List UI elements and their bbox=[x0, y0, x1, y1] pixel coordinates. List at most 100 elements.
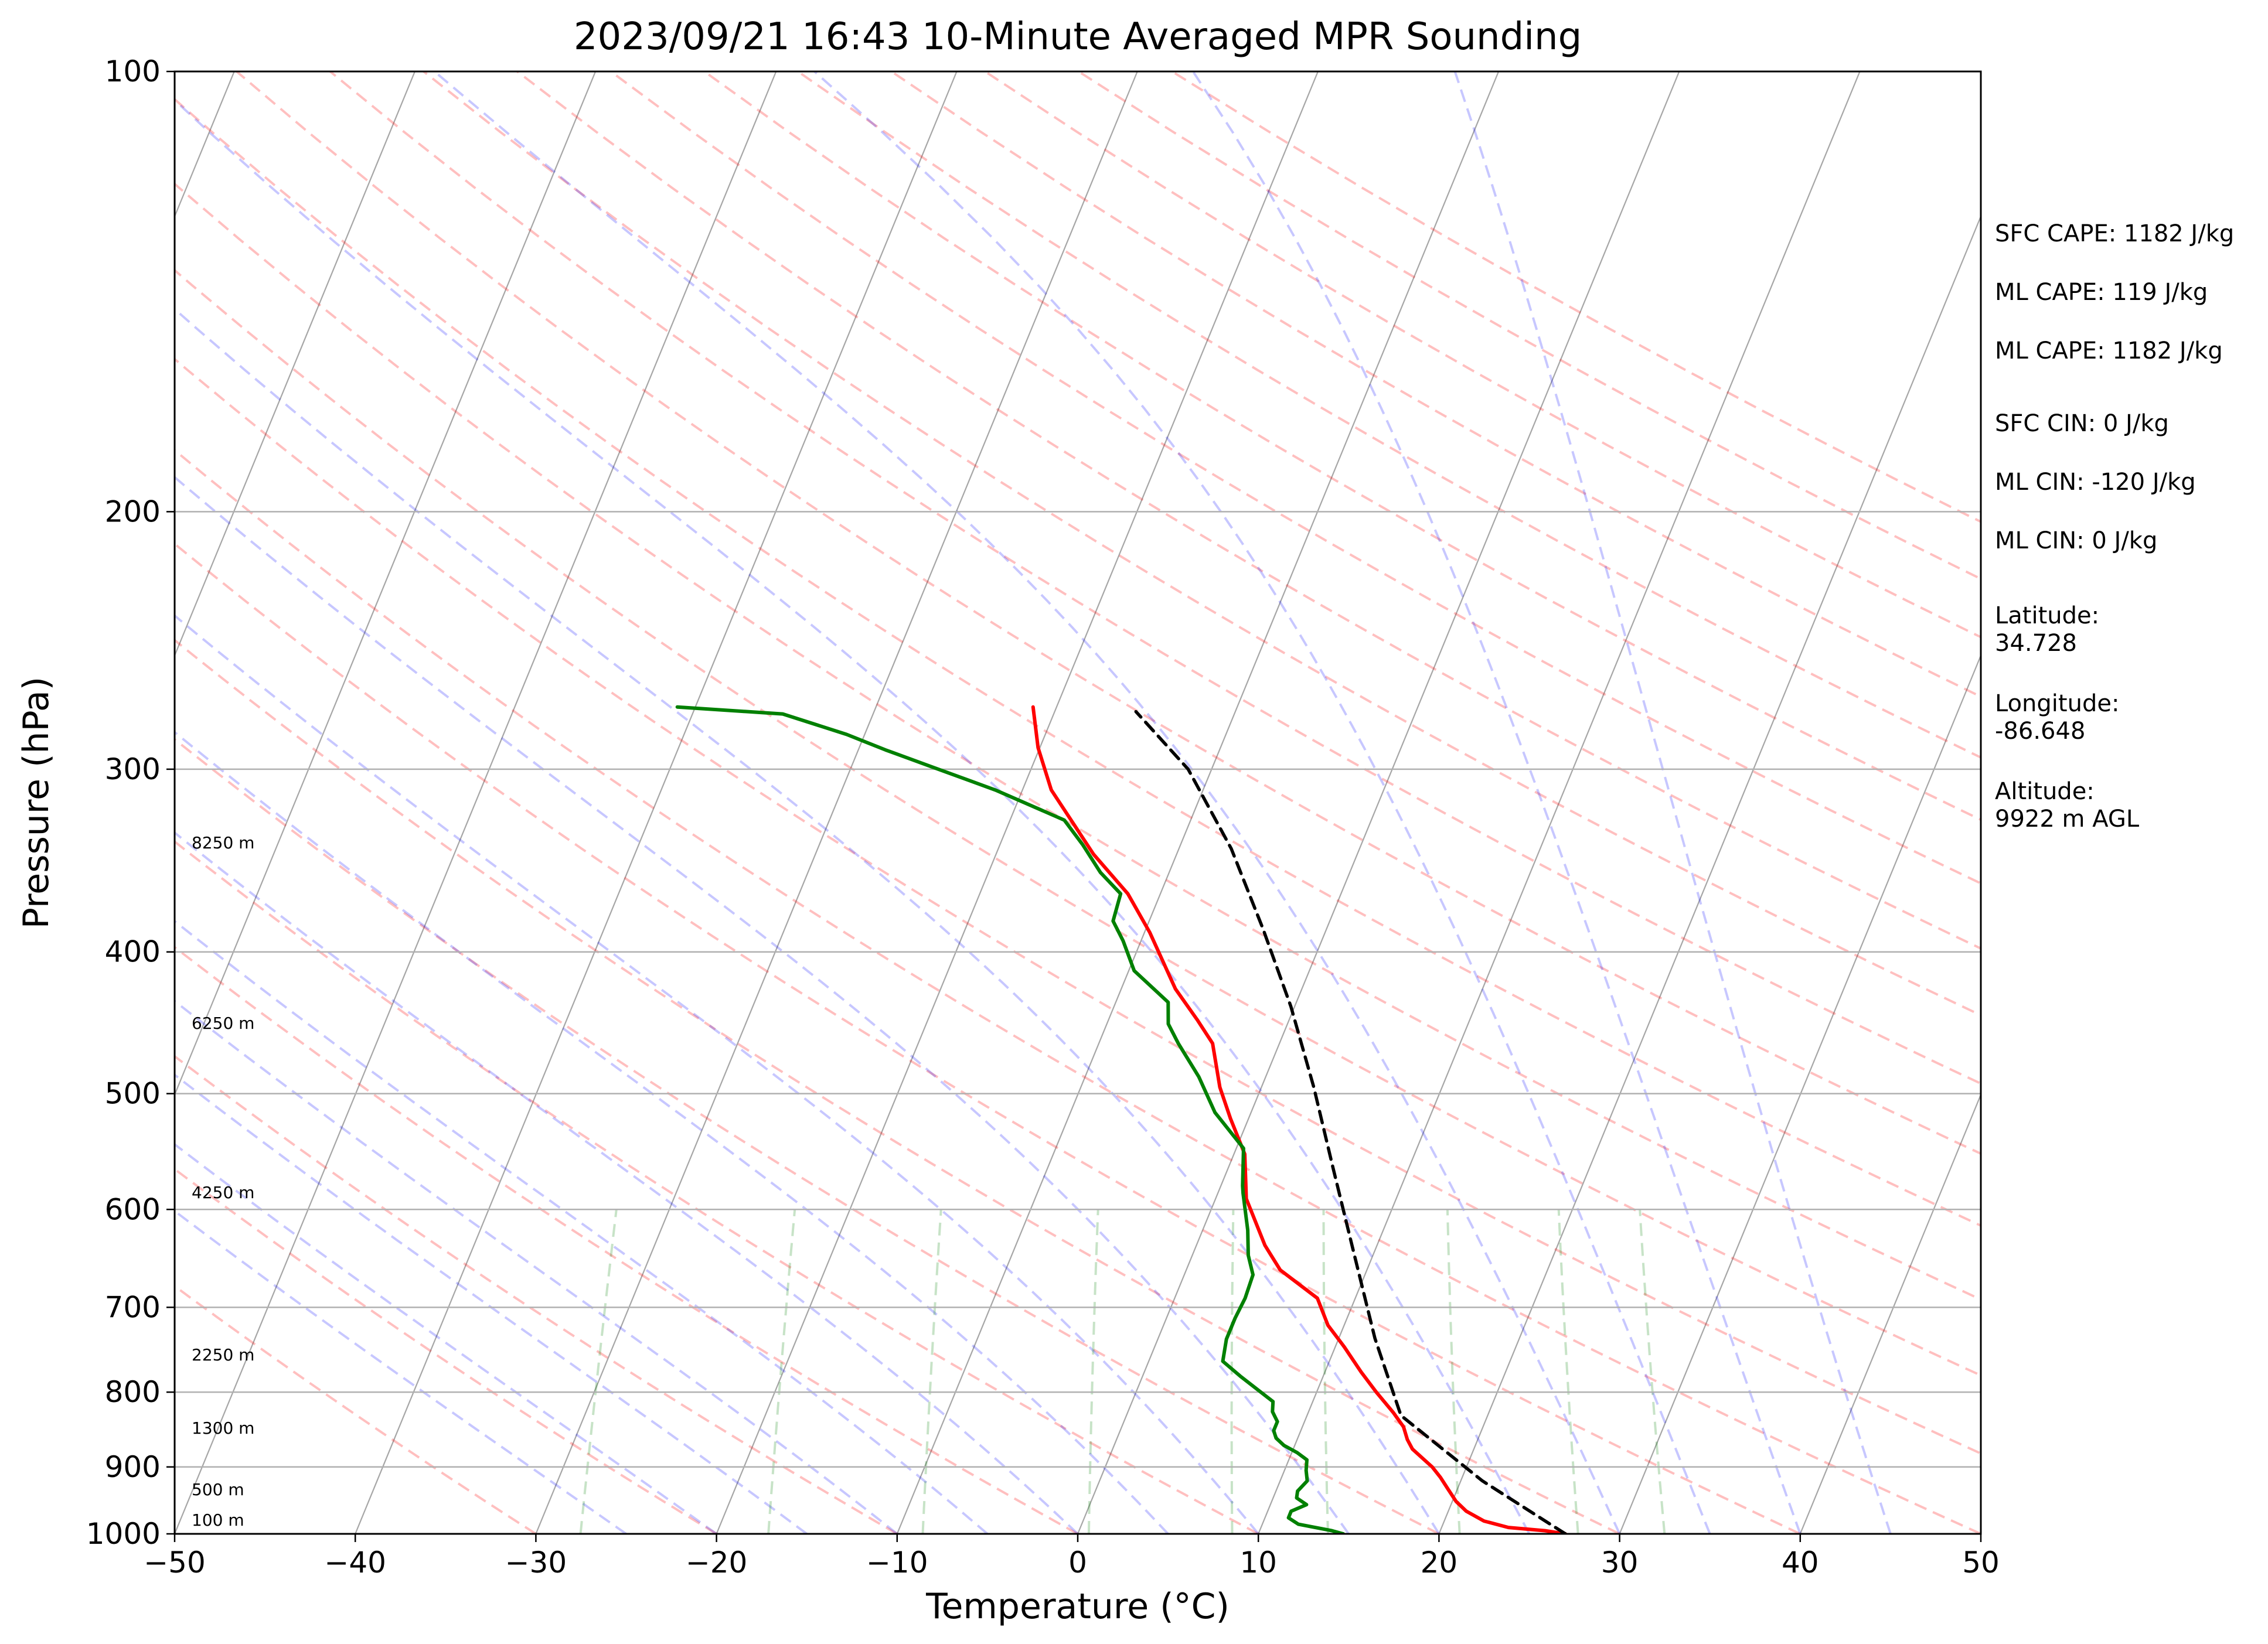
y-tick-label: 500 bbox=[105, 1077, 161, 1111]
moist-adiabat-line bbox=[175, 475, 1350, 1534]
x-tick-label: 40 bbox=[1782, 1546, 1819, 1580]
mixing-ratio-line bbox=[1322, 1209, 1329, 1534]
height-label-8250: 8250 m bbox=[192, 833, 254, 852]
y-tick-label: 400 bbox=[105, 935, 161, 969]
x-tick-label: −40 bbox=[324, 1546, 386, 1580]
dry-adiabat-line bbox=[890, 71, 1981, 698]
mixing-ratio-line bbox=[767, 1209, 796, 1534]
isotherm-line bbox=[1619, 654, 1981, 1534]
moist-adiabat-line bbox=[813, 71, 1711, 1534]
dry-adiabat-line bbox=[175, 448, 1981, 1534]
dry-adiabat-line bbox=[175, 357, 1981, 1455]
sfc-cin-text: SFC CIN: 0 J/kg bbox=[1995, 410, 2169, 437]
moist-adiabat-line bbox=[175, 307, 1441, 1534]
x-axis-title: Temperature (°C) bbox=[925, 1586, 1230, 1627]
mixing-ratio-line bbox=[921, 1209, 942, 1534]
dry-adiabat-line bbox=[610, 71, 1981, 885]
x-tick-label: −50 bbox=[144, 1546, 206, 1580]
y-tick-label: 700 bbox=[105, 1290, 161, 1324]
longitude-label: Longitude: bbox=[1995, 690, 2119, 717]
x-tick-label: −30 bbox=[505, 1546, 567, 1580]
height-label-2250: 2250 m bbox=[192, 1345, 254, 1365]
mixing-ratio-line bbox=[1446, 1209, 1461, 1534]
sfc-cape-text: SFC CAPE: 1182 J/kg bbox=[1995, 220, 2234, 247]
x-tick-label: 0 bbox=[1068, 1546, 1087, 1580]
dry-adiabat-line bbox=[175, 182, 1981, 1301]
background-reference-lines bbox=[175, 71, 1981, 1534]
height-label-1300: 1300 m bbox=[192, 1418, 254, 1438]
isotherm-line bbox=[175, 71, 777, 1534]
dry-adiabat-line bbox=[175, 946, 1078, 1534]
moist-adiabat-line bbox=[1192, 71, 1802, 1534]
dewpoint-profile-line bbox=[675, 705, 1346, 1534]
dry-adiabat-line bbox=[175, 542, 1801, 1534]
x-tick-label: 50 bbox=[1962, 1546, 2000, 1580]
isotherm-line bbox=[175, 71, 416, 657]
y-axis-title: Pressure (hPa) bbox=[16, 677, 57, 929]
x-tick-label: 10 bbox=[1239, 1546, 1277, 1580]
moist-adiabat-line bbox=[175, 731, 1169, 1534]
ml-cin-text: ML CIN: -120 J/kg bbox=[1995, 469, 2196, 496]
x-tick-label: −10 bbox=[866, 1546, 928, 1580]
moist-adiabat-line bbox=[175, 831, 1079, 1534]
mixing-ratio-line bbox=[1087, 1209, 1099, 1534]
x-tick-label: −20 bbox=[686, 1546, 748, 1580]
dry-adiabat-line bbox=[175, 1284, 537, 1534]
parcel-profile-line bbox=[1134, 710, 1567, 1534]
height-label-6250: 6250 m bbox=[192, 1014, 254, 1033]
moist-adiabat-line bbox=[175, 614, 1259, 1534]
altitude-label: Altitude: bbox=[1995, 778, 2095, 805]
dry-adiabat-line bbox=[175, 639, 1620, 1534]
dry-adiabat-line bbox=[236, 71, 1981, 1155]
x-tick-label: 30 bbox=[1601, 1546, 1639, 1580]
moist-adiabat-line bbox=[434, 71, 1621, 1534]
x-axis-ticks: −50 −40 −30 −20 −10 0 10 20 30 40 50 bbox=[144, 1534, 2000, 1580]
dry-adiabat-line bbox=[175, 268, 1981, 1377]
temperature-profile-line bbox=[1031, 705, 1568, 1534]
isotherm-line bbox=[175, 71, 597, 1097]
dry-adiabat-line bbox=[703, 71, 1981, 821]
isotherm-line bbox=[1077, 71, 1680, 1534]
chart-title: 2023/09/21 16:43 10-Minute Averaged MPR … bbox=[574, 15, 1582, 59]
dry-adiabat-line bbox=[175, 738, 1440, 1534]
moist-adiabat-line bbox=[175, 919, 989, 1534]
dry-adiabat-line bbox=[175, 1055, 898, 1534]
moist-adiabat-line bbox=[175, 1209, 627, 1534]
altitude-value: 9922 m AGL bbox=[1995, 806, 2140, 833]
height-labels: 8250 m 6250 m 4250 m 2250 m 1300 m 500 m… bbox=[192, 833, 254, 1530]
y-tick-label: 300 bbox=[105, 752, 161, 786]
moist-adiabat-line bbox=[175, 98, 1531, 1534]
isotherm-line bbox=[355, 71, 958, 1534]
isotherm-line bbox=[1799, 1093, 1981, 1534]
y-tick-label: 1000 bbox=[86, 1517, 161, 1551]
isotherm-line bbox=[535, 71, 1138, 1534]
moist-adiabat-line bbox=[1453, 71, 1892, 1534]
longitude-value: -86.648 bbox=[1995, 718, 2085, 745]
ml-cape-text: ML CAPE: 119 J/kg bbox=[1995, 279, 2208, 306]
moist-adiabat-line bbox=[175, 1073, 808, 1534]
ml-cape-text-2: ML CAPE: 1182 J/kg bbox=[1995, 337, 2223, 364]
mixing-ratio-line bbox=[579, 1209, 618, 1534]
sounding-series bbox=[675, 705, 1568, 1534]
y-tick-label: 100 bbox=[105, 54, 161, 88]
y-tick-label: 900 bbox=[105, 1450, 161, 1484]
isotherm-line bbox=[1438, 214, 1981, 1534]
dry-adiabat-line bbox=[329, 71, 1981, 1085]
latitude-value: 34.728 bbox=[1995, 630, 2077, 657]
isotherm-line bbox=[1258, 71, 1861, 1534]
mixing-ratio-line bbox=[1639, 1209, 1666, 1534]
height-label-100: 100 m bbox=[192, 1510, 244, 1530]
moist-adiabat-line bbox=[175, 1000, 898, 1534]
height-label-4250: 4250 m bbox=[192, 1183, 254, 1202]
height-label-500: 500 m bbox=[192, 1480, 244, 1499]
ml-cin-text-2: ML CIN: 0 J/kg bbox=[1995, 527, 2157, 554]
y-axis-ticks: 100 200 300 400 500 600 700 800 900 1000 bbox=[86, 54, 175, 1551]
latitude-label: Latitude: bbox=[1995, 602, 2099, 629]
isotherm-line bbox=[896, 71, 1500, 1534]
dry-adiabat-line bbox=[175, 840, 1259, 1534]
isotherm-line bbox=[716, 71, 1319, 1534]
x-tick-label: 20 bbox=[1421, 1546, 1458, 1580]
y-tick-label: 200 bbox=[105, 494, 161, 528]
sounding-info-panel: SFC CAPE: 1182 J/kg ML CAPE: 119 J/kg ML… bbox=[1995, 220, 2234, 833]
